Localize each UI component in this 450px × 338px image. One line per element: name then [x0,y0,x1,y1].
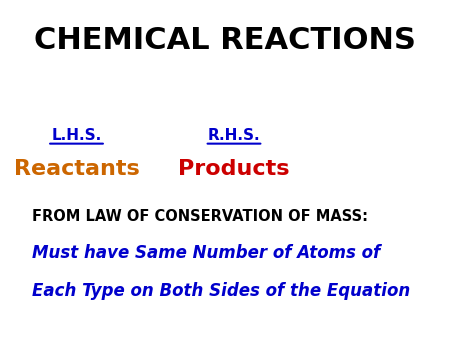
Text: Reactants: Reactants [14,159,140,179]
Text: R.H.S.: R.H.S. [208,128,260,143]
Text: Products: Products [178,159,290,179]
Text: FROM LAW OF CONSERVATION OF MASS:: FROM LAW OF CONSERVATION OF MASS: [32,209,368,224]
Text: Must have Same Number of Atoms of: Must have Same Number of Atoms of [32,244,380,263]
Text: CHEMICAL REACTIONS: CHEMICAL REACTIONS [34,26,416,55]
Text: L.H.S.: L.H.S. [51,128,102,143]
Text: Each Type on Both Sides of the Equation: Each Type on Both Sides of the Equation [32,282,410,300]
